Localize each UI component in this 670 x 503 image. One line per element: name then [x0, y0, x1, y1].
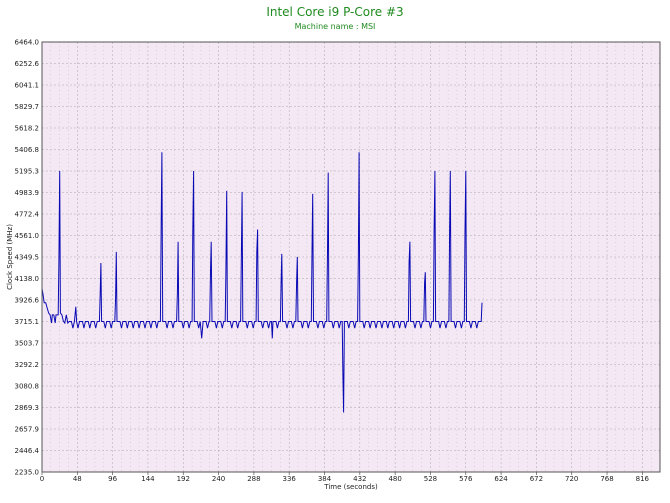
- y-tick-label: 4561.0: [15, 232, 40, 240]
- y-tick-label: 4983.9: [15, 189, 40, 197]
- x-axis-ticks: 0 48 96 144 192 240 288 336 384 432 480 528 576 624 67…: [40, 472, 650, 483]
- x-tick-label: 96: [108, 475, 117, 483]
- x-tick-label: 672: [530, 475, 543, 483]
- x-tick-label: 432: [353, 475, 366, 483]
- y-tick-label: 3292.2: [15, 361, 40, 369]
- x-tick-label: 0: [40, 475, 44, 483]
- x-tick-label: 384: [318, 475, 332, 483]
- x-tick-label: 624: [494, 475, 508, 483]
- y-axis-label: Clock Speed (MHz): [6, 224, 14, 290]
- y-tick-label: 5829.7: [15, 103, 40, 111]
- y-tick-label: 3503.7: [15, 340, 40, 348]
- grid-lines: [41, 41, 660, 473]
- x-tick-label: 240: [212, 475, 225, 483]
- y-tick-label: 3080.8: [15, 383, 40, 391]
- x-tick-label: 576: [459, 475, 473, 483]
- y-tick-label: 3715.1: [15, 318, 40, 326]
- x-tick-label: 768: [600, 475, 613, 483]
- y-tick-label: 6041.1: [15, 82, 40, 90]
- clock-speed-line: [41, 152, 483, 413]
- y-tick-label: 2446.4: [15, 447, 40, 455]
- y-tick-label: 5618.2: [15, 125, 40, 133]
- x-tick-label: 192: [177, 475, 190, 483]
- y-tick-label: 4349.5: [15, 254, 40, 262]
- plot-border: [41, 41, 661, 473]
- x-tick-label: 336: [283, 475, 297, 483]
- y-tick-label: 3926.6: [15, 297, 40, 305]
- y-axis-ticks: 6464.0 6252.6 6041.1 5829.7 5618.2 5406.8 5195…: [15, 39, 40, 477]
- y-tick-label: 6464.0: [15, 39, 40, 47]
- y-tick-label: 2869.3: [15, 404, 40, 412]
- y-tick-label: 4772.4: [15, 211, 40, 219]
- x-tick-label: 816: [636, 475, 650, 483]
- x-tick-label: 288: [247, 475, 260, 483]
- x-tick-label: 528: [424, 475, 437, 483]
- x-axis-label: Time (seconds): [323, 483, 378, 491]
- y-tick-label: 4138.0: [15, 275, 40, 283]
- y-tick-label: 5406.8: [15, 146, 40, 154]
- x-tick-label: 144: [141, 475, 155, 483]
- x-tick-label: 48: [73, 475, 82, 483]
- chart-title: Intel Core i9 P-Core #3: [266, 5, 404, 19]
- x-tick-label: 480: [388, 475, 401, 483]
- y-tick-label: 2657.9: [15, 426, 40, 434]
- chart-subtitle: Machine name : MSI: [294, 22, 376, 31]
- y-tick-label: 6252.6: [15, 60, 40, 68]
- y-tick-label: 5195.3: [15, 168, 40, 176]
- x-tick-label: 720: [565, 475, 578, 483]
- y-tick-label: 2235.0: [15, 469, 40, 477]
